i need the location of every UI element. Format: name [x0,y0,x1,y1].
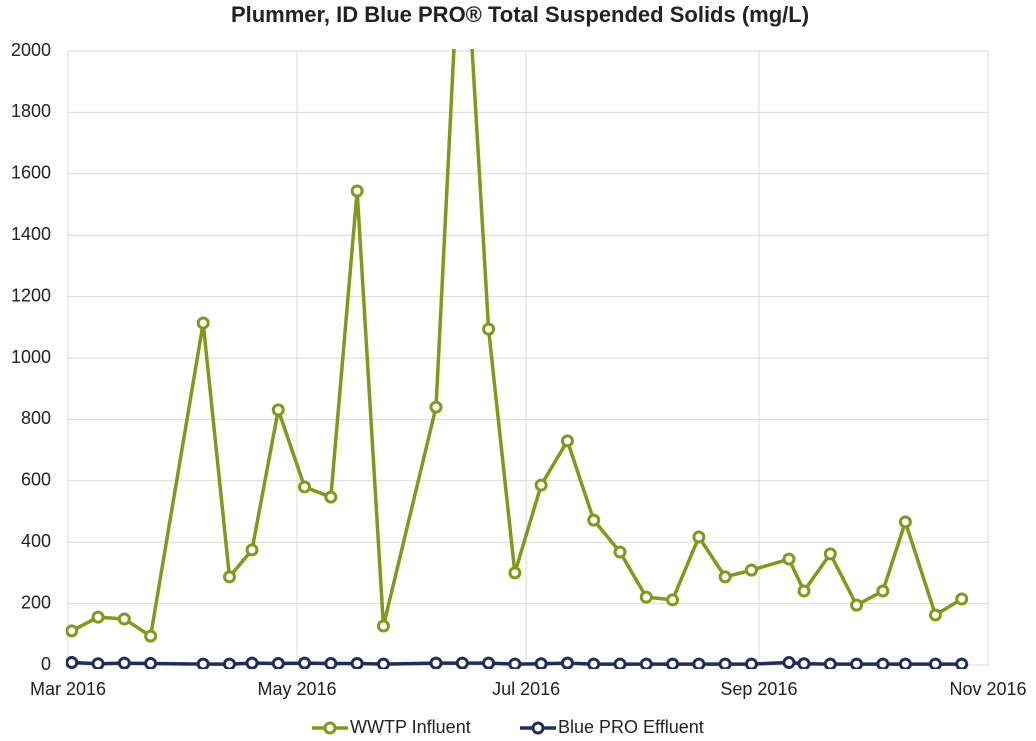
y-tick-label: 2000 [11,40,51,60]
data-point [324,490,338,504]
data-point [144,629,158,643]
data-point [850,657,864,669]
data-point [298,656,312,669]
y-tick-label: 0 [41,654,51,674]
data-point [222,657,236,669]
data-point [850,598,864,612]
data-point [508,566,522,580]
data-point [898,657,912,669]
data-point [117,612,131,626]
y-tick-label: 1000 [11,347,51,367]
data-point [482,656,496,669]
data-point [117,656,131,669]
y-tick-label: 1200 [11,285,51,305]
data-point [639,657,653,669]
data-point [639,590,653,604]
data-point [955,592,969,606]
data-point [324,656,338,669]
x-tick-label: Nov 2016 [949,679,1026,699]
y-tick-label: 1400 [11,224,51,244]
data-point [482,322,496,336]
data-point [350,184,364,198]
data-point [91,657,105,669]
data-point [718,657,732,669]
x-tick-label: May 2016 [258,679,337,699]
chart-title: Plummer, ID Blue PRO® Total Suspended So… [231,2,809,27]
y-tick-label: 1800 [11,101,51,121]
data-point [429,656,443,669]
y-tick-label: 600 [21,470,51,490]
x-tick-label: Jul 2016 [492,679,560,699]
legend-label: Blue PRO Effluent [558,717,704,737]
data-point [692,657,706,669]
data-point [898,515,912,529]
data-point [534,478,548,492]
data-point [587,657,601,669]
data-point [782,552,796,566]
data-point [613,545,627,559]
data-point [350,656,364,669]
legend-label: WWTP Influent [350,717,471,737]
legend-marker [531,721,545,735]
y-tick-label: 200 [21,592,51,612]
data-point [91,610,105,624]
data-point [782,656,796,669]
legend-marker [323,721,337,735]
data-point [508,657,522,669]
data-point [744,563,758,577]
data-point [666,593,680,607]
data-point [271,403,285,417]
data-point [222,570,236,584]
data-point [376,619,390,633]
data-point [692,530,706,544]
x-tick-label: Sep 2016 [720,679,797,699]
data-point [613,657,627,669]
data-point [823,547,837,561]
y-tick-label: 400 [21,531,51,551]
y-tick-label: 800 [21,408,51,428]
data-point [534,657,548,669]
series [66,656,969,669]
x-tick-label: Mar 2016 [30,679,106,699]
data-point [66,656,79,669]
data-point [587,513,601,527]
data-point [66,624,79,638]
data-point [560,434,574,448]
data-point [928,657,942,669]
data-point [718,570,732,584]
data-point [245,656,259,669]
series [66,49,969,643]
data-point [298,480,312,494]
data-point [823,657,837,669]
data-point [744,657,758,669]
data-point [955,657,969,669]
data-point [429,400,443,414]
y-tick-label: 1600 [11,163,51,183]
data-point [560,656,574,669]
data-point [196,316,210,330]
data-point [271,656,285,669]
data-point [876,584,890,598]
data-point [144,656,158,669]
data-point [455,656,469,669]
data-point [196,657,210,669]
data-point [928,608,942,622]
data-point [245,543,259,557]
data-point [797,584,811,598]
data-point [876,657,890,669]
data-point [797,657,811,669]
data-point [376,657,390,669]
data-point [666,657,680,669]
